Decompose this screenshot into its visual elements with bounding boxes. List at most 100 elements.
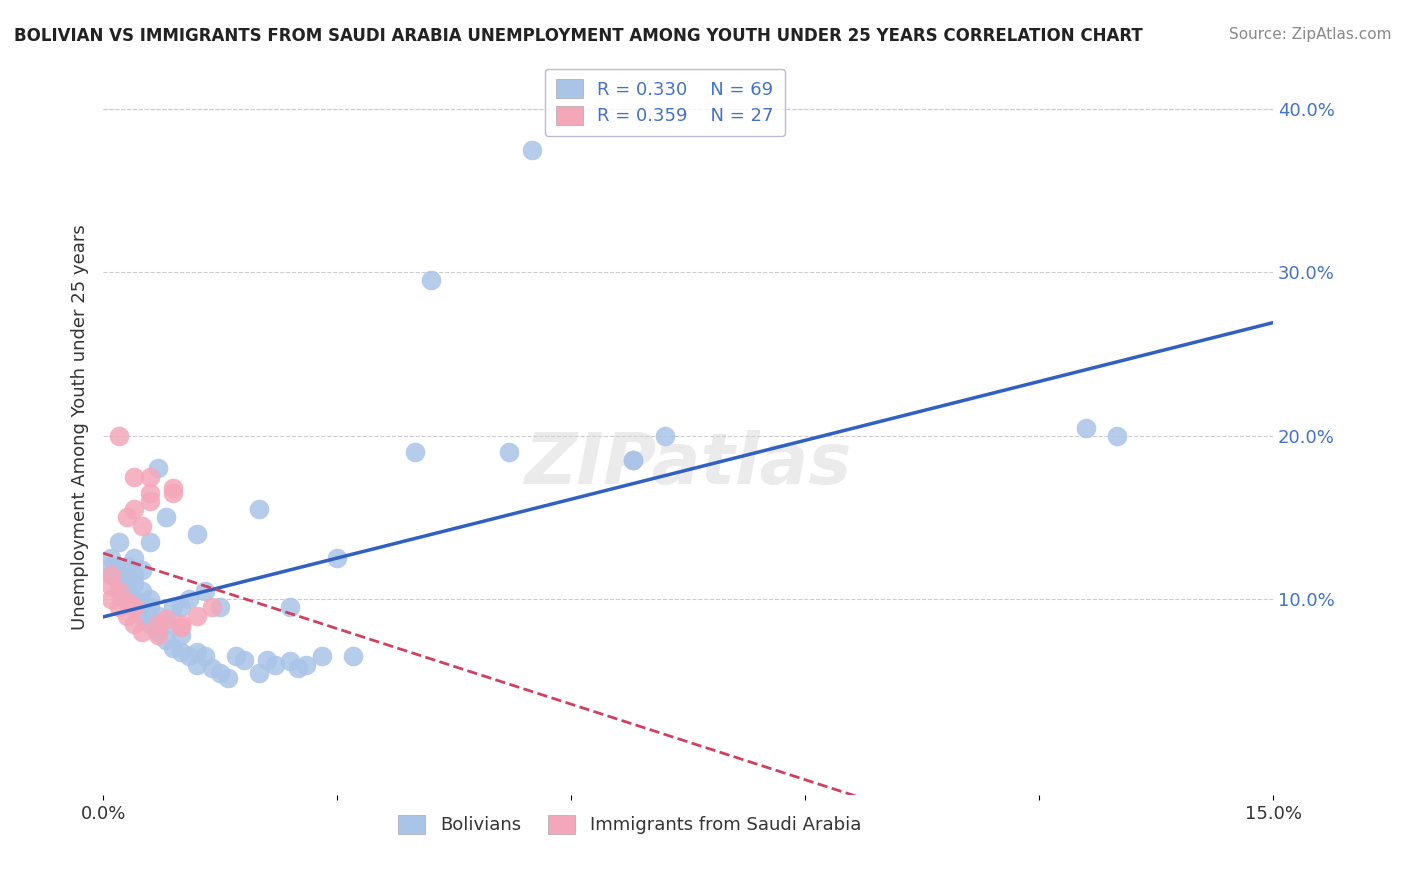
Point: [225, 649, 247, 664]
Point: [107, 600, 129, 615]
Point: [623, 453, 645, 467]
Point: [247, 665, 270, 680]
Point: [131, 563, 153, 577]
Text: Source: ZipAtlas.com: Source: ZipAtlas.com: [1229, 27, 1392, 42]
Point: [155, 633, 177, 648]
Point: [170, 628, 193, 642]
Point: [209, 665, 232, 680]
Point: [404, 445, 426, 459]
Point: [124, 600, 146, 615]
Point: [100, 567, 122, 582]
Point: [124, 592, 146, 607]
Point: [170, 600, 193, 615]
Point: [107, 575, 129, 590]
Point: [162, 486, 184, 500]
Point: [146, 628, 169, 642]
Text: BOLIVIAN VS IMMIGRANTS FROM SAUDI ARABIA UNEMPLOYMENT AMONG YOUTH UNDER 25 YEARS: BOLIVIAN VS IMMIGRANTS FROM SAUDI ARABIA…: [14, 27, 1143, 45]
Point: [124, 567, 146, 582]
Point: [623, 453, 645, 467]
Point: [139, 600, 162, 615]
Point: [100, 551, 122, 566]
Point: [232, 653, 254, 667]
Point: [177, 592, 200, 607]
Point: [131, 624, 153, 639]
Point: [186, 526, 208, 541]
Point: [186, 608, 208, 623]
Point: [170, 616, 193, 631]
Point: [139, 469, 162, 483]
Point: [139, 616, 162, 631]
Point: [193, 649, 215, 664]
Point: [498, 445, 520, 459]
Point: [115, 510, 138, 524]
Point: [654, 428, 676, 442]
Point: [115, 592, 138, 607]
Point: [170, 620, 193, 634]
Text: ZIPatlas: ZIPatlas: [524, 430, 852, 499]
Point: [115, 567, 138, 582]
Point: [326, 551, 349, 566]
Point: [186, 657, 208, 672]
Point: [311, 649, 333, 664]
Point: [107, 584, 129, 599]
Point: [131, 518, 153, 533]
Point: [124, 616, 146, 631]
Legend: Bolivians, Immigrants from Saudi Arabia: Bolivians, Immigrants from Saudi Arabia: [388, 805, 872, 846]
Point: [247, 502, 270, 516]
Point: [131, 608, 153, 623]
Point: [146, 616, 169, 631]
Point: [155, 612, 177, 626]
Y-axis label: Unemployment Among Youth under 25 years: Unemployment Among Youth under 25 years: [72, 225, 89, 631]
Point: [146, 461, 169, 475]
Point: [107, 573, 129, 587]
Point: [100, 559, 122, 574]
Point: [139, 494, 162, 508]
Point: [162, 641, 184, 656]
Point: [124, 502, 146, 516]
Point: [115, 579, 138, 593]
Point: [155, 510, 177, 524]
Point: [100, 579, 122, 593]
Point: [107, 535, 129, 549]
Point: [146, 624, 169, 639]
Point: [139, 535, 162, 549]
Point: [131, 600, 153, 615]
Point: [100, 592, 122, 607]
Point: [115, 559, 138, 574]
Point: [1074, 420, 1097, 434]
Point: [278, 654, 301, 668]
Point: [115, 595, 138, 609]
Point: [124, 551, 146, 566]
Point: [146, 608, 169, 623]
Point: [263, 657, 285, 672]
Point: [107, 428, 129, 442]
Point: [520, 143, 543, 157]
Point: [419, 273, 441, 287]
Point: [124, 600, 146, 615]
Point: [162, 600, 184, 615]
Point: [217, 671, 239, 685]
Point: [256, 653, 278, 667]
Point: [131, 584, 153, 599]
Point: [170, 644, 193, 658]
Point: [342, 649, 364, 664]
Point: [201, 661, 224, 675]
Point: [139, 592, 162, 607]
Point: [1105, 428, 1128, 442]
Point: [139, 486, 162, 500]
Point: [186, 644, 208, 658]
Point: [209, 600, 232, 615]
Point: [124, 575, 146, 590]
Point: [124, 469, 146, 483]
Point: [162, 481, 184, 495]
Point: [193, 584, 215, 599]
Point: [295, 657, 318, 672]
Point: [115, 608, 138, 623]
Point: [100, 567, 122, 582]
Point: [177, 649, 200, 664]
Point: [287, 661, 309, 675]
Point: [278, 600, 301, 615]
Point: [107, 563, 129, 577]
Point: [201, 600, 224, 615]
Point: [115, 584, 138, 599]
